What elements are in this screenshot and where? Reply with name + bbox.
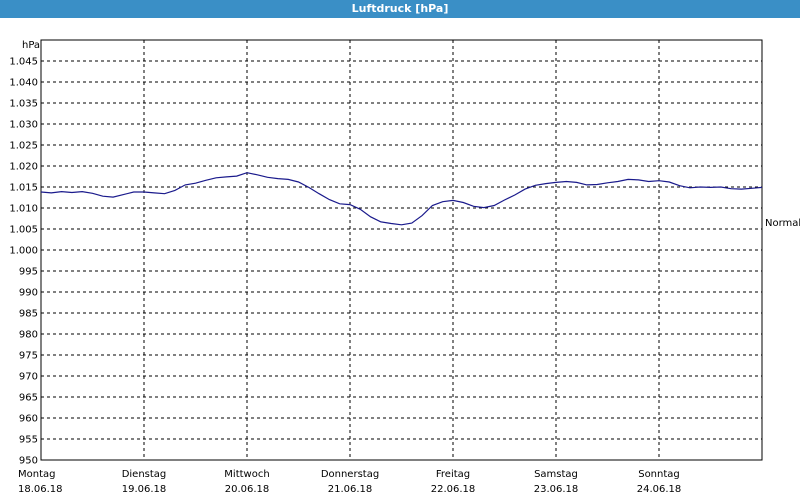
- plot-frame: [40, 39, 763, 461]
- x-tick-day: Dienstag: [122, 469, 167, 480]
- y-tick-label: 970: [19, 372, 38, 383]
- y-tick-label: 955: [19, 435, 38, 446]
- y-tick-label: 990: [19, 288, 38, 299]
- y-tick-label: 995: [19, 267, 38, 278]
- y-tick-label: 980: [19, 330, 38, 341]
- y-tick-label: 1.020: [9, 162, 38, 173]
- x-tick-date: 23.06.18: [534, 484, 579, 495]
- y-tick-label: 1.045: [9, 57, 38, 68]
- y-tick-label: 1.005: [9, 225, 38, 236]
- normal-annotation: Normal: [765, 218, 800, 229]
- y-tick-label: 960: [19, 414, 38, 425]
- x-tick-day: Montag: [18, 469, 55, 480]
- x-tick-date: 20.06.18: [225, 484, 270, 495]
- y-tick-label: 1.010: [9, 204, 38, 215]
- chart-title: Luftdruck [hPa]: [0, 0, 800, 18]
- y-tick-label: 965: [19, 393, 38, 404]
- x-tick-day: Sonntag: [638, 469, 680, 480]
- x-tick-date: 21.06.18: [328, 484, 373, 495]
- x-tick-day: Freitag: [436, 469, 470, 480]
- x-tick-date: 24.06.18: [637, 484, 682, 495]
- y-axis-unit-label: hPa: [22, 40, 40, 51]
- y-tick-label: 985: [19, 309, 38, 320]
- y-tick-label: 1.030: [9, 120, 38, 131]
- y-tick-label: 975: [19, 351, 38, 362]
- y-tick-label: 1.025: [9, 141, 38, 152]
- y-tick-label: 1.015: [9, 183, 38, 194]
- x-tick-date: 18.06.18: [18, 484, 63, 495]
- x-tick-date: 22.06.18: [431, 484, 476, 495]
- x-tick-day: Samstag: [534, 469, 578, 480]
- y-tick-label: 950: [19, 456, 38, 467]
- pressure-series-line: [40, 172, 763, 226]
- x-tick-day: Mittwoch: [224, 469, 269, 480]
- y-tick-label: 1.035: [9, 99, 38, 110]
- y-tick-label: 1.000: [9, 246, 38, 257]
- y-tick-label: 1.040: [9, 78, 38, 89]
- x-tick-day: Donnerstag: [321, 469, 379, 480]
- x-tick-date: 19.06.18: [122, 484, 167, 495]
